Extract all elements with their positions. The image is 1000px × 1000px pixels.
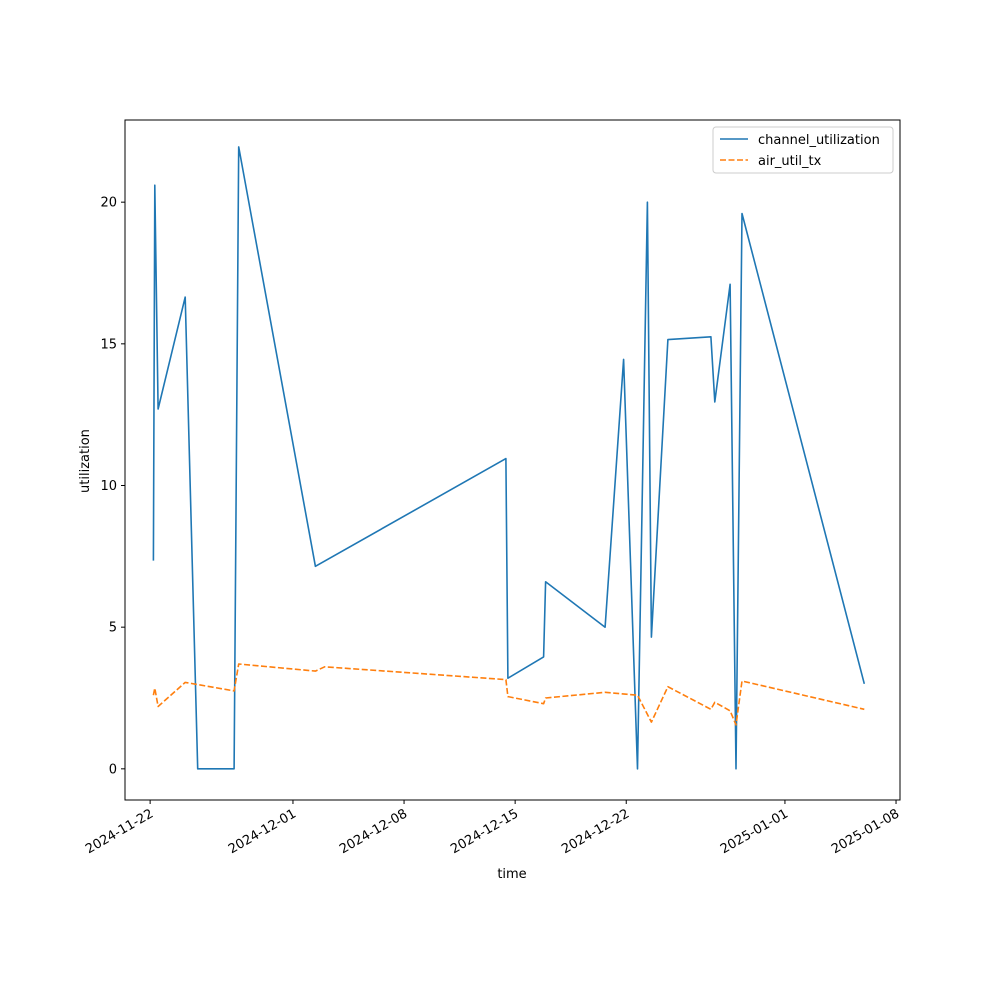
y-tick-label: 0	[109, 762, 117, 777]
legend-box	[712, 126, 894, 174]
legend-label-channel-utilization: channel_utilization	[758, 133, 880, 148]
axes-frame	[124, 119, 901, 801]
y-tick-label: 20	[100, 196, 117, 211]
plot-area	[152, 146, 866, 770]
y-tick-label: 5	[109, 621, 117, 636]
series-line-channel-utilization	[152, 146, 866, 770]
series-line-air-util-tx	[152, 663, 865, 726]
x-axis-label: time	[497, 867, 526, 882]
y-tick-label: 15	[100, 337, 117, 352]
legend: channel_utilization air_util_tx	[712, 126, 894, 174]
y-axis-label: utilization	[78, 429, 93, 493]
legend-label-air-util-tx: air_util_tx	[758, 154, 822, 169]
y-tick-label: 10	[100, 479, 117, 494]
y-axis-ticks: 0 5 10 15 20	[100, 196, 125, 777]
